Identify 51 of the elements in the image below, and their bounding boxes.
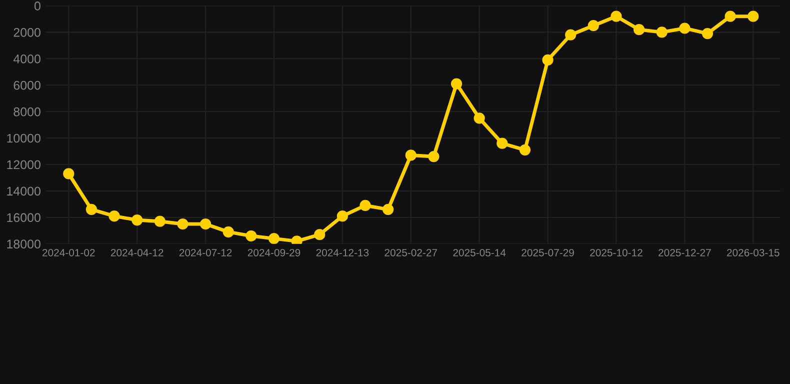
point [519, 144, 531, 156]
point [610, 10, 622, 22]
x-tick-label: 2026-03-15 [727, 248, 780, 256]
x-tick-label: 2025-12-27 [658, 248, 711, 256]
point [496, 138, 508, 149]
point [108, 210, 120, 222]
x-tick-label: 2025-10-12 [590, 248, 642, 256]
y-tick-label: 14000 [7, 186, 40, 196]
x-tick-label: 2025-05-14 [453, 248, 506, 256]
y-tick-label: 2000 [14, 28, 40, 37]
point [474, 112, 485, 124]
point [268, 232, 280, 244]
y-tick-label: 10000 [7, 134, 40, 143]
point [405, 150, 416, 161]
x-tick-label: 2025-02-27 [384, 248, 438, 256]
x-tick-label: 2025-07-29 [522, 248, 574, 256]
point [154, 216, 166, 227]
point [428, 150, 440, 162]
point [222, 226, 234, 238]
point [314, 229, 326, 240]
point [450, 78, 462, 90]
point [634, 24, 645, 36]
point [63, 168, 74, 180]
point [132, 214, 143, 226]
y-tick-label: 6000 [14, 80, 40, 90]
point [565, 29, 576, 40]
point [336, 210, 348, 222]
y-tick-label: 12000 [7, 160, 40, 170]
point [360, 200, 371, 212]
point [246, 230, 257, 242]
x-tick-label: 2024-12-13 [316, 248, 369, 256]
point [382, 204, 394, 216]
point [724, 10, 736, 22]
x-tick-label: 2024-04-12 [110, 248, 164, 256]
point [177, 218, 188, 230]
y-tick-label: 18000 [7, 240, 40, 248]
point [200, 218, 212, 230]
point [748, 10, 759, 22]
y-tick-label: 4000 [13, 54, 40, 64]
point [679, 22, 690, 34]
point [588, 20, 599, 32]
point [656, 26, 668, 38]
y-tick-label: 0 [34, 2, 40, 10]
y-tick-label: 16000 [7, 213, 40, 222]
point [86, 204, 98, 216]
x-tick-label: 2024-09-29 [248, 248, 300, 256]
point [542, 54, 554, 66]
point [702, 28, 714, 40]
x-tick-label: 2024-07-12 [179, 248, 232, 256]
y-tick-label: 8000 [14, 107, 40, 116]
x-tick-label: 2024-01-02 [42, 248, 95, 256]
